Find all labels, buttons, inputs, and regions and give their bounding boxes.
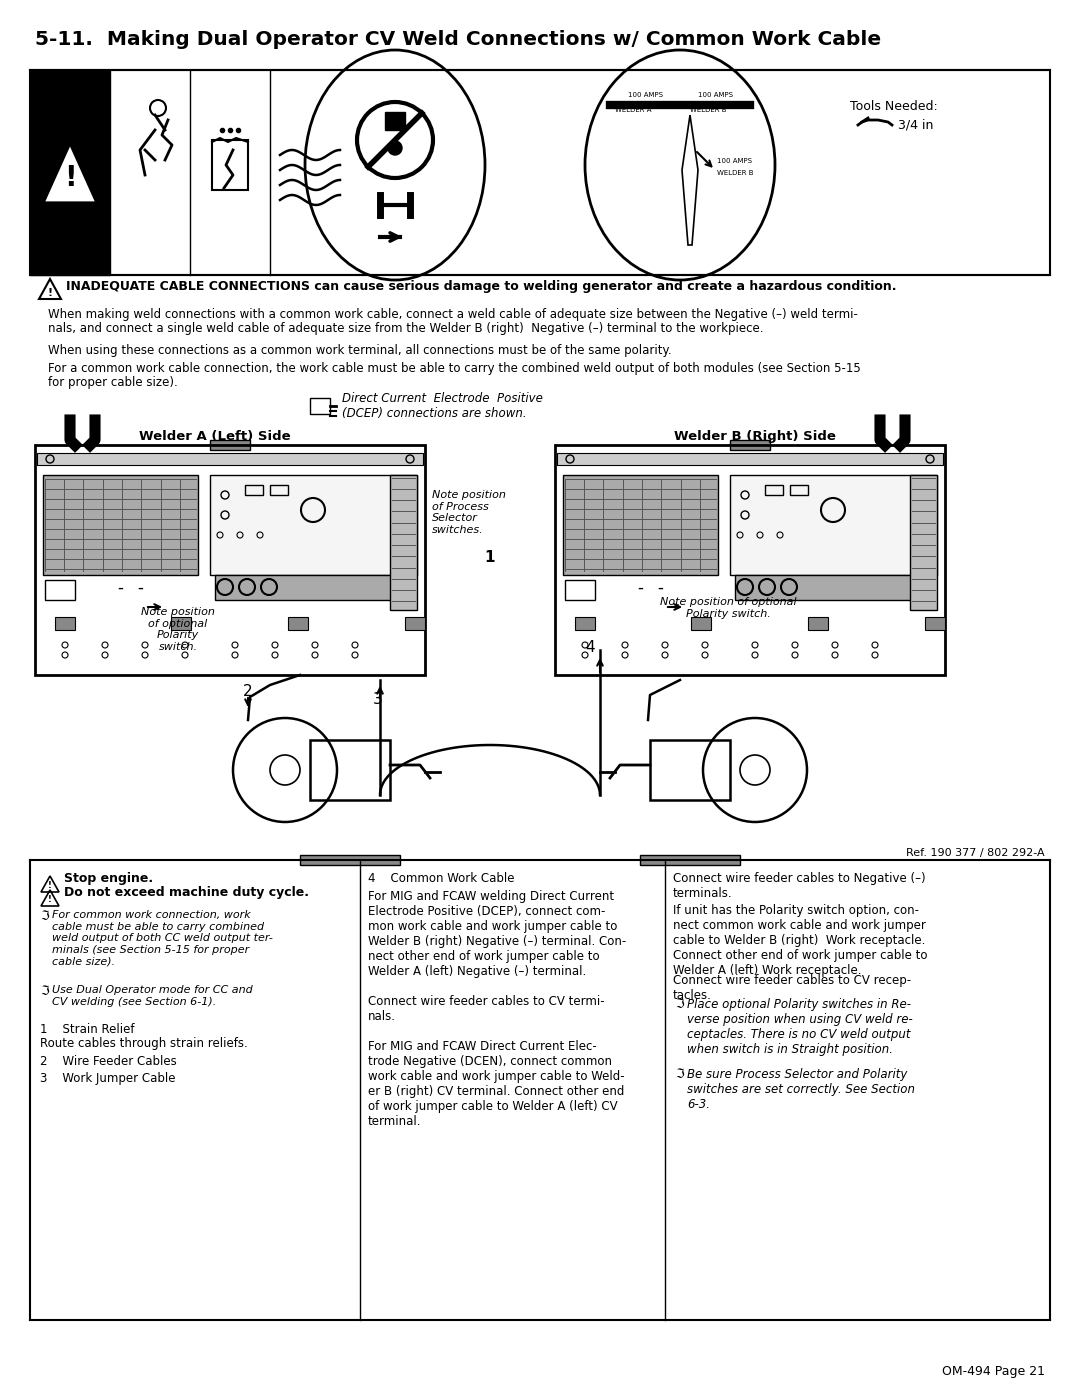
Text: Route cables through strain reliefs.: Route cables through strain reliefs.	[40, 1037, 247, 1051]
Text: 3/4 in: 3/4 in	[897, 117, 933, 131]
Text: -: -	[137, 578, 143, 597]
Text: Do not exceed machine duty cycle.: Do not exceed machine duty cycle.	[64, 886, 309, 900]
Text: 2    Wire Feeder Cables: 2 Wire Feeder Cables	[40, 1055, 177, 1067]
Text: ℑ: ℑ	[675, 1067, 684, 1081]
Bar	[390, 475, 417, 610]
Text: !: !	[49, 882, 52, 890]
Bar	[215, 576, 411, 599]
Text: 1: 1	[485, 550, 496, 566]
Bar	[288, 617, 308, 630]
Text: Direct Current  Electrode  Positive
(DCEP) connections are shown.: Direct Current Electrode Positive (DCEP)…	[342, 393, 543, 420]
Bar	[405, 617, 426, 630]
Text: For MIG and FCAW welding Direct Current
Electrode Positive (DCEP), connect com-
: For MIG and FCAW welding Direct Current …	[368, 890, 626, 1127]
Text: !: !	[64, 163, 77, 191]
Text: Welder A (Left) Side: Welder A (Left) Side	[139, 430, 291, 443]
Bar	[384, 112, 405, 130]
Text: -: -	[637, 578, 643, 597]
Bar	[730, 475, 937, 576]
Text: When using these connections as a common work terminal, all connections must be : When using these connections as a common…	[48, 344, 672, 358]
Text: !: !	[48, 288, 53, 298]
Bar	[691, 617, 711, 630]
Text: WELDER A: WELDER A	[615, 108, 651, 113]
Text: Welder B (Right) Side: Welder B (Right) Side	[674, 430, 836, 443]
Bar	[640, 855, 740, 865]
Bar	[808, 617, 828, 630]
Text: 3    Work Jumper Cable: 3 Work Jumper Cable	[40, 1071, 175, 1085]
Text: 5-11.  Making Dual Operator CV Weld Connections w/ Common Work Cable: 5-11. Making Dual Operator CV Weld Conne…	[35, 29, 881, 49]
Text: -: -	[117, 578, 123, 597]
Text: ℑ: ℑ	[40, 985, 49, 997]
Text: nals, and connect a single weld cable of adequate size from the Welder B (right): nals, and connect a single weld cable of…	[48, 321, 764, 335]
Bar	[35, 446, 426, 675]
Text: 1    Strain Relief: 1 Strain Relief	[40, 1023, 135, 1037]
Bar	[555, 446, 945, 675]
Bar	[310, 398, 330, 414]
Bar	[43, 475, 198, 576]
Bar	[565, 580, 595, 599]
Text: Connect wire feeder cables to CV recep-
tacles.: Connect wire feeder cables to CV recep- …	[673, 974, 912, 1002]
Text: If unit has the Polarity switch option, con-
nect common work cable and work jum: If unit has the Polarity switch option, …	[673, 904, 928, 977]
Text: When making weld connections with a common work cable, connect a weld cable of a: When making weld connections with a comm…	[48, 307, 858, 321]
Bar	[37, 453, 423, 465]
Text: -: -	[657, 578, 663, 597]
Text: For a common work cable connection, the work cable must be able to carry the com: For a common work cable connection, the …	[48, 362, 861, 374]
Bar	[310, 740, 390, 800]
Bar	[245, 485, 264, 495]
Polygon shape	[48, 149, 93, 200]
Bar	[212, 140, 248, 190]
Text: Ref. 190 377 / 802 292-A: Ref. 190 377 / 802 292-A	[906, 848, 1045, 858]
Bar	[924, 617, 945, 630]
Text: Tools Needed:: Tools Needed:	[850, 101, 937, 113]
Bar	[171, 617, 191, 630]
Bar	[30, 70, 1050, 275]
Text: For common work connection, work
cable must be able to carry combined
weld outpu: For common work connection, work cable m…	[52, 909, 273, 967]
Bar	[765, 485, 783, 495]
Text: Place optional Polarity switches in Re-
verse position when using CV weld re-
ce: Place optional Polarity switches in Re- …	[687, 997, 913, 1056]
Text: 100 AMPS: 100 AMPS	[627, 92, 662, 98]
Bar	[270, 485, 288, 495]
Bar	[650, 740, 730, 800]
Text: for proper cable size).: for proper cable size).	[48, 376, 178, 388]
Text: 100 AMPS: 100 AMPS	[698, 92, 732, 98]
Text: ℑ: ℑ	[40, 909, 49, 923]
Bar	[30, 70, 110, 275]
Bar	[210, 440, 249, 450]
Bar	[910, 475, 937, 610]
Text: 3: 3	[373, 693, 383, 707]
Text: Note position of optional
Polarity switch.: Note position of optional Polarity switc…	[660, 597, 796, 619]
Text: INADEQUATE CABLE CONNECTIONS can cause serious damage to welding generator and c: INADEQUATE CABLE CONNECTIONS can cause s…	[66, 279, 896, 293]
Bar	[55, 617, 75, 630]
Text: 2: 2	[243, 685, 253, 700]
Circle shape	[388, 141, 402, 155]
Text: 4    Common Work Cable: 4 Common Work Cable	[368, 872, 514, 886]
Text: Note position
of optional
Polarity
switch.: Note position of optional Polarity switc…	[141, 608, 215, 652]
Bar	[45, 580, 75, 599]
Text: Stop engine.: Stop engine.	[64, 872, 153, 886]
Text: !: !	[49, 895, 52, 904]
Bar	[210, 475, 417, 576]
Text: Be sure Process Selector and Polarity
switches are set correctly. See Section
6-: Be sure Process Selector and Polarity sw…	[687, 1067, 915, 1111]
Text: Note position
of Process
Selector
switches.: Note position of Process Selector switch…	[432, 490, 505, 535]
Text: 4: 4	[585, 640, 595, 655]
Bar	[557, 453, 943, 465]
Text: WELDER B: WELDER B	[690, 108, 727, 113]
Bar	[735, 576, 932, 599]
Bar	[563, 475, 718, 576]
Text: Use Dual Operator mode for CC and
CV welding (see Section 6-1).: Use Dual Operator mode for CC and CV wel…	[52, 985, 253, 1007]
Bar	[789, 485, 808, 495]
Text: Connect wire feeder cables to Negative (–)
terminals.: Connect wire feeder cables to Negative (…	[673, 872, 926, 900]
Text: WELDER B: WELDER B	[717, 170, 754, 176]
Text: OM-494 Page 21: OM-494 Page 21	[942, 1365, 1045, 1377]
Text: ℑ: ℑ	[675, 997, 684, 1011]
Bar	[575, 617, 595, 630]
Bar	[300, 855, 400, 865]
Text: 100 AMPS: 100 AMPS	[717, 158, 752, 163]
Bar	[730, 440, 770, 450]
